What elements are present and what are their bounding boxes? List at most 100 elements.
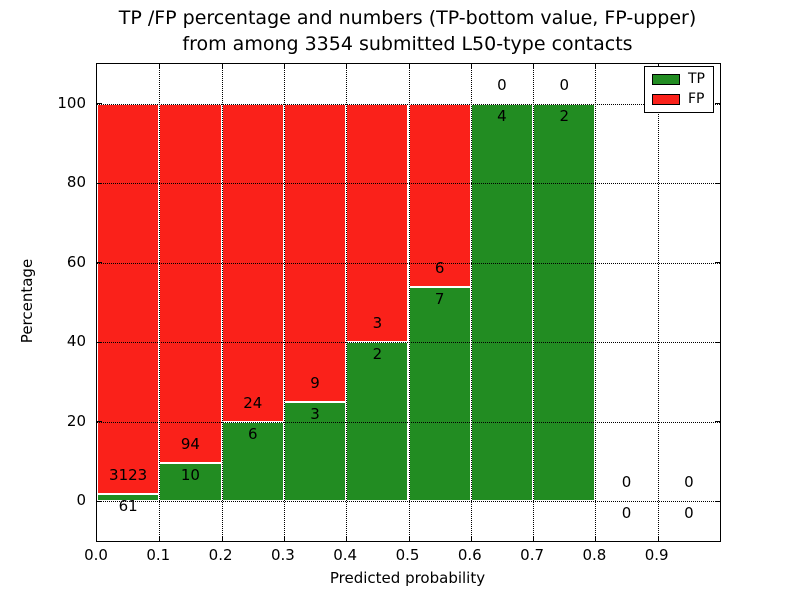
bar-label-fp: 0 — [559, 75, 570, 94]
grid-line-vertical — [533, 64, 535, 541]
tick-mark-x-top — [346, 64, 348, 69]
x-tick-label: 0.1 — [146, 546, 171, 564]
tick-mark-y-right — [715, 262, 720, 264]
bar-label-fp: 9 — [310, 373, 320, 392]
grid-line-vertical — [346, 64, 348, 541]
tick-mark-x-bottom — [346, 536, 348, 541]
tick-mark-y-left — [97, 262, 102, 264]
bar-label-fp: 0 — [684, 473, 694, 492]
tick-mark-y-right — [715, 103, 720, 105]
grid-line-vertical — [221, 64, 223, 541]
legend-row: FP — [652, 92, 705, 107]
grid-line-vertical — [283, 64, 285, 541]
x-tick-label: 0.7 — [520, 546, 545, 564]
grid-line-horizontal — [97, 342, 720, 344]
y-tick-label: 80 — [66, 173, 86, 192]
tick-mark-x-bottom — [470, 536, 472, 541]
grid-line-horizontal — [97, 183, 720, 185]
grid-line-vertical — [408, 64, 410, 541]
x-tick-label: 0.3 — [270, 546, 295, 564]
bar-segment-tp — [283, 401, 347, 502]
grid-line-horizontal — [97, 421, 720, 423]
legend: TP FP — [644, 66, 714, 113]
x-tick-label: 0.9 — [644, 546, 669, 564]
x-tick-label: 0.4 — [333, 546, 358, 564]
y-tick-label: 60 — [66, 252, 86, 271]
grid-line-vertical — [657, 64, 659, 541]
x-tick-label: 0.5 — [395, 546, 420, 564]
bar-segment-tp — [533, 103, 596, 502]
tick-mark-x-bottom — [657, 536, 659, 541]
bar-label-fp: 94 — [180, 435, 200, 454]
bar-label-tp: 61 — [118, 496, 138, 515]
bar-segment-fp — [408, 103, 471, 288]
tick-mark-y-right — [715, 421, 720, 423]
tick-mark-x-bottom — [159, 536, 161, 541]
tick-mark-x-bottom — [408, 536, 410, 541]
tick-mark-y-right — [715, 341, 720, 343]
bar-segment-fp — [97, 103, 160, 494]
x-axis-label: Predicted probability — [329, 569, 486, 587]
tick-mark-x-top — [470, 64, 472, 69]
grid-line-horizontal — [97, 103, 720, 105]
bar-label-fp: 6 — [434, 259, 445, 278]
chart-title-line1: TP /FP percentage and numbers (TP-bottom… — [118, 7, 697, 29]
grid-line-vertical — [159, 64, 161, 541]
chart-title-line2: from among 3354 submitted L50-type conta… — [182, 33, 633, 55]
legend-swatch-fp — [652, 94, 680, 105]
tick-mark-x-bottom — [595, 536, 597, 541]
bar-segment-fp — [159, 103, 222, 463]
bar-label-tp: 2 — [559, 106, 570, 125]
bar-label-fp: 3123 — [109, 465, 148, 484]
grid-line-vertical — [595, 64, 597, 541]
bar-label-tp: 0 — [684, 504, 694, 523]
tick-mark-x-bottom — [283, 536, 285, 541]
bar-segment-tp — [470, 103, 534, 502]
x-tick-label: 0.8 — [582, 546, 607, 564]
tick-mark-x-top — [533, 64, 535, 69]
bar-segment-tp — [408, 287, 471, 502]
tick-mark-y-left — [97, 182, 102, 184]
tick-mark-y-right — [715, 182, 720, 184]
tick-mark-x-top — [408, 64, 410, 69]
y-tick-label: 100 — [57, 93, 86, 112]
tick-mark-x-top — [221, 64, 223, 69]
tick-mark-y-left — [97, 341, 102, 343]
tick-mark-x-top — [595, 64, 597, 69]
y-axis-label: Percentage — [18, 258, 36, 344]
bar-label-tp: 0 — [621, 504, 632, 523]
tick-mark-y-left — [97, 421, 102, 423]
grid-line-horizontal — [97, 262, 720, 264]
bar-label-tp: 3 — [310, 404, 320, 423]
legend-swatch-tp — [652, 74, 680, 85]
bar-segment-tp — [159, 463, 222, 502]
legend-label-fp: FP — [688, 91, 705, 107]
grid-line-horizontal — [97, 501, 720, 503]
y-tick-label: 40 — [66, 332, 86, 351]
bar-segment-fp — [283, 103, 347, 402]
bar-label-tp: 10 — [180, 465, 200, 484]
bar-segment-tp — [97, 493, 160, 502]
bar-label-fp: 0 — [621, 473, 632, 492]
grid-line-vertical — [470, 64, 472, 541]
bar-label-tp: 2 — [372, 345, 383, 364]
tick-mark-x-bottom — [533, 536, 535, 541]
bar-label-tp: 6 — [247, 424, 258, 443]
x-tick-label: 0.2 — [208, 546, 233, 564]
tick-mark-x-top — [159, 64, 161, 69]
tick-mark-x-top — [283, 64, 285, 69]
chart-title: TP /FP percentage and numbers (TP-bottom… — [96, 5, 719, 57]
bar-segment-fp — [346, 103, 409, 343]
y-tick-label: 20 — [66, 411, 86, 430]
x-tick-label: 0.6 — [457, 546, 482, 564]
tick-mark-y-right — [715, 500, 720, 502]
legend-label-tp: TP — [688, 71, 705, 87]
legend-row: TP — [652, 72, 705, 87]
y-tick-label: 0 — [76, 491, 86, 510]
tick-mark-y-left — [97, 103, 102, 105]
bar-label-fp: 24 — [243, 393, 263, 412]
plot-area: 3123 61 94 10 24 6 9 3 3 2 6 7 0 4 0 2 0 0 0 0 — [96, 63, 721, 542]
tick-mark-y-left — [97, 500, 102, 502]
tick-mark-x-bottom — [221, 536, 223, 541]
